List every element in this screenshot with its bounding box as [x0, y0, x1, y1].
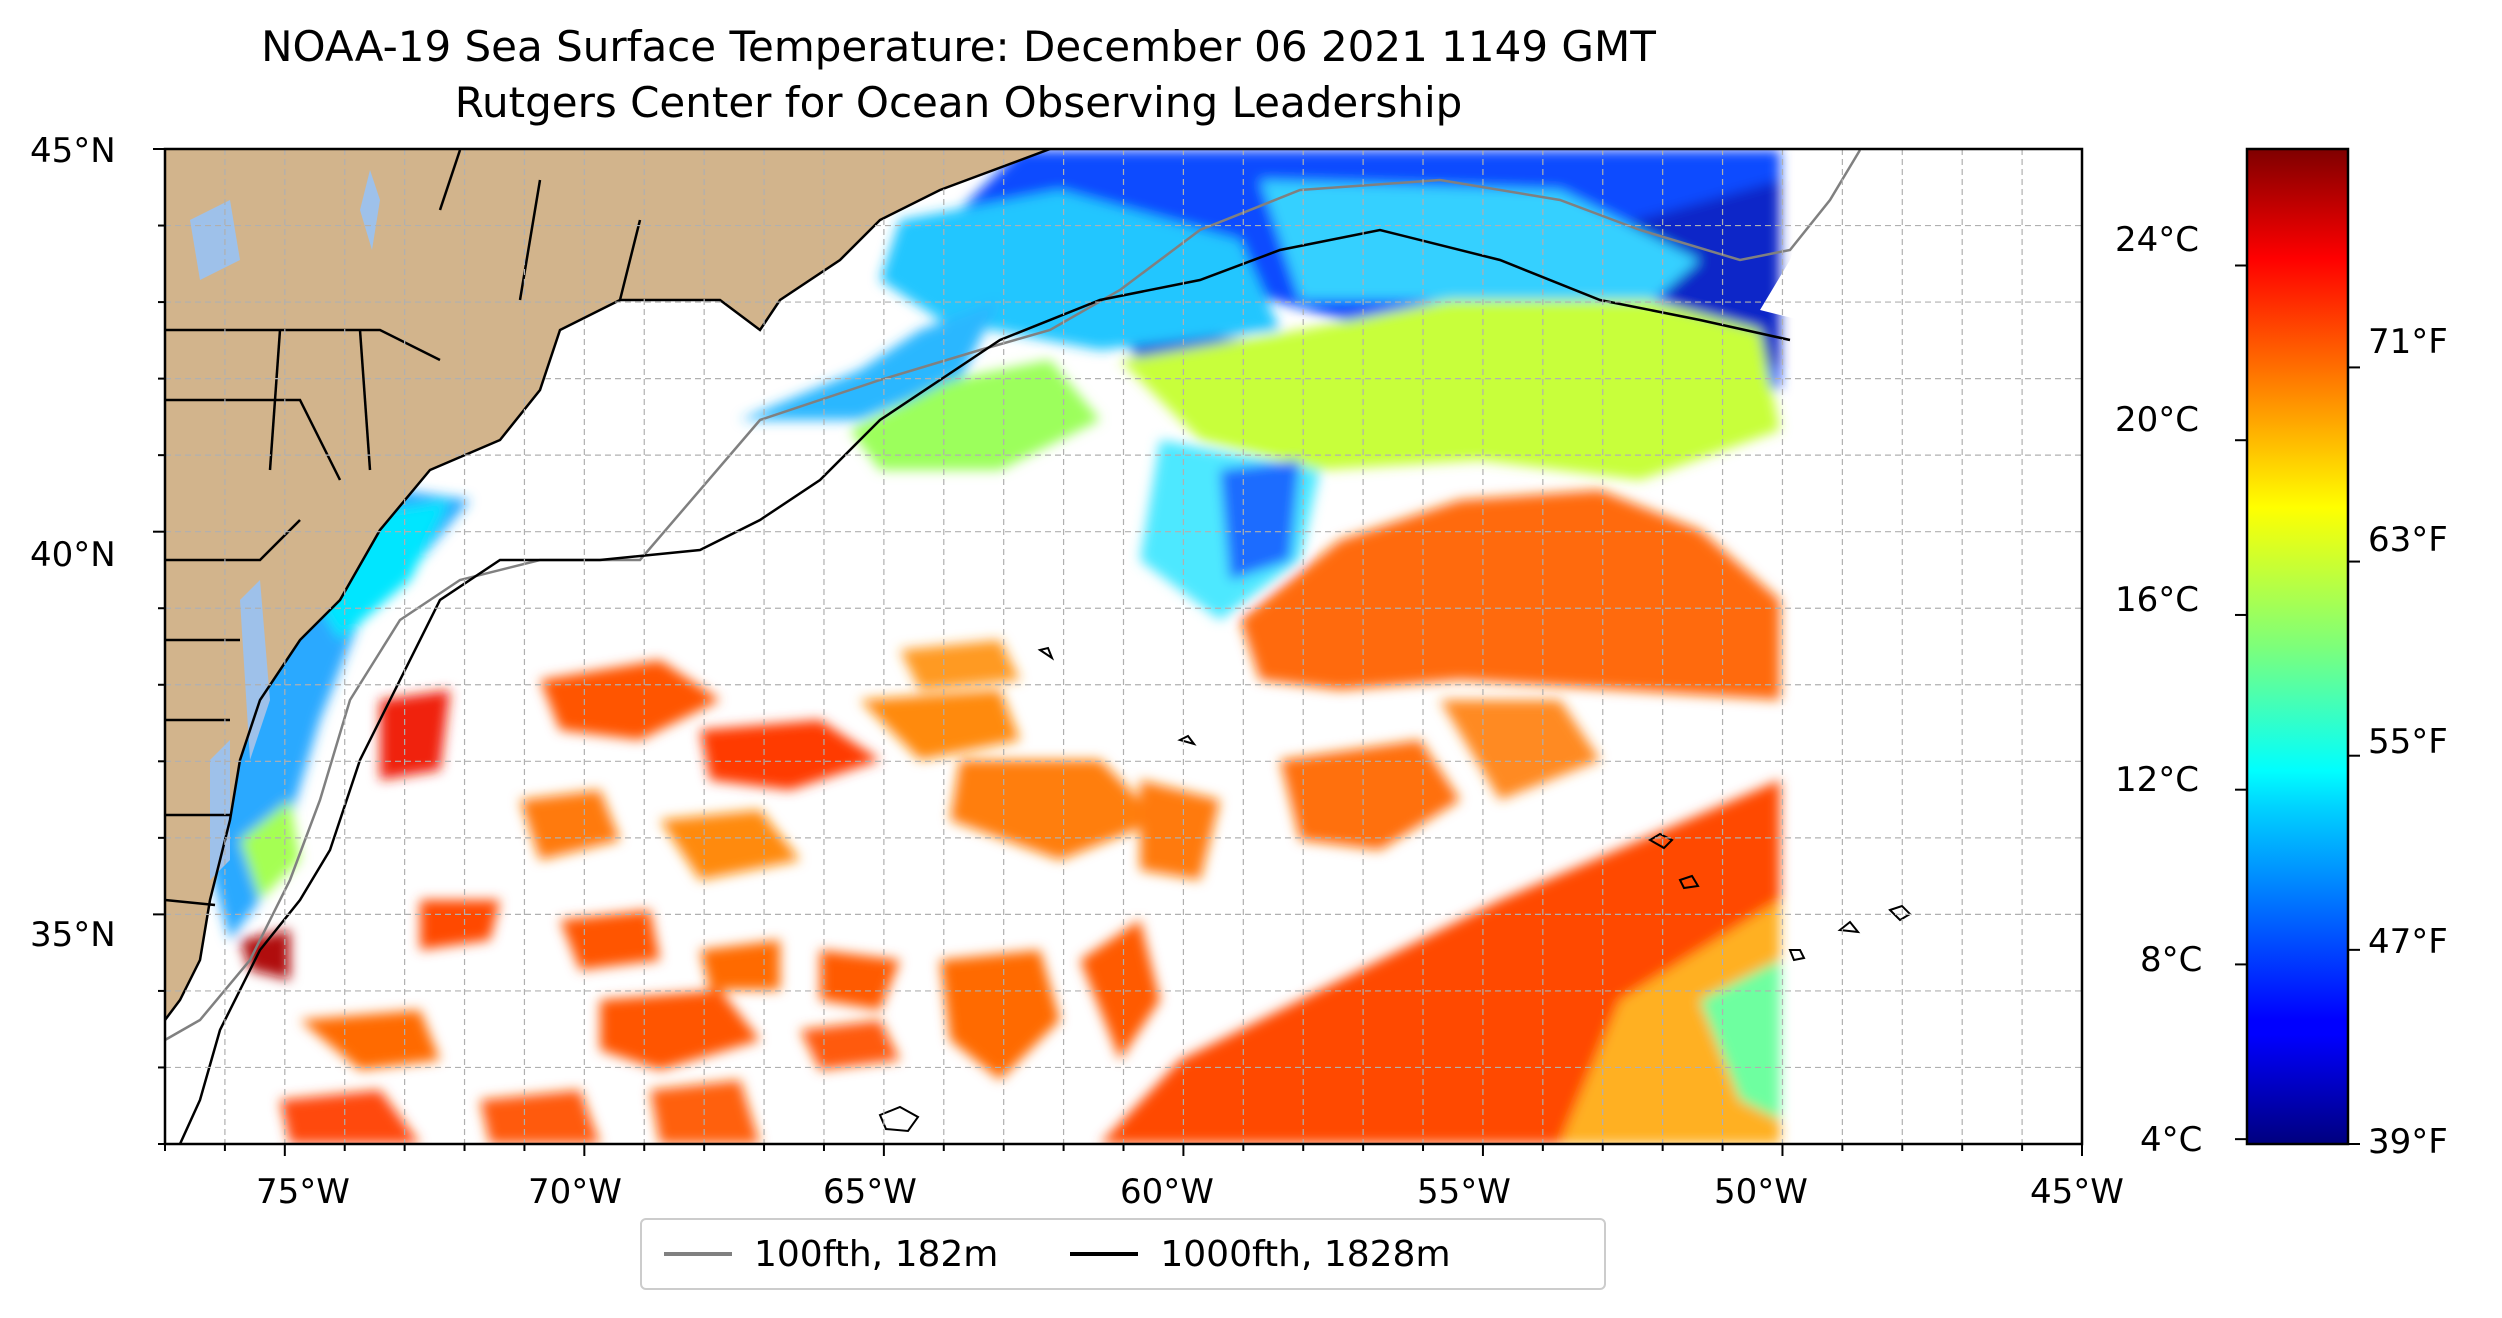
legend-line-black [1070, 1252, 1139, 1256]
legend-item-1000fth: 1000fth, 1828m [1070, 1233, 1451, 1275]
colorbar [2245, 147, 2350, 1146]
celsius-tick-label: 20°C [2115, 400, 2200, 440]
lon-tick-label: 45°W [2030, 1172, 2124, 1212]
legend-item-100fth: 100fth, 182m [664, 1234, 998, 1275]
lat-tick-label: 40°N [30, 535, 116, 575]
celsius-tick-label: 24°C [2115, 220, 2200, 260]
legend-line-gray [664, 1252, 732, 1256]
land-layer [165, 149, 1880, 1020]
isobath-legend: 100fth, 182m 1000fth, 1828m [640, 1218, 1606, 1290]
legend-label: 100fth, 182m [754, 1233, 999, 1275]
fahrenheit-tick-label: 47°F [2368, 922, 2448, 962]
isobath-1000fth [178, 228, 1791, 1144]
lon-tick-label: 65°W [823, 1172, 917, 1212]
lat-tick-label: 35°N [30, 915, 116, 955]
fahrenheit-tick-label: 63°F [2368, 520, 2448, 560]
sst-data-layer [180, 150, 1780, 1144]
lat-tick-label: 45°N [30, 131, 116, 171]
lon-tick-label: 75°W [256, 1172, 350, 1212]
grid-lines [165, 149, 2082, 1144]
lon-tick-label: 70°W [528, 1172, 622, 1212]
chart-title: NOAA-19 Sea Surface Temperature: Decembe… [261, 22, 1656, 71]
colorbar-ticks [2235, 264, 2360, 1145]
chart-subtitle: Rutgers Center for Ocean Observing Leade… [454, 78, 1463, 127]
fahrenheit-tick-label: 71°F [2368, 322, 2448, 362]
lon-tick-label: 60°W [1120, 1172, 1214, 1212]
fahrenheit-tick-label: 55°F [2368, 722, 2448, 762]
celsius-tick-label: 12°C [2115, 760, 2200, 800]
state-borders [165, 149, 642, 907]
axis-ticks [153, 148, 2083, 1156]
celsius-tick-label: 4°C [2140, 1120, 2203, 1160]
legend-label: 1000fth, 1828m [1160, 1233, 1451, 1275]
fahrenheit-tick-label: 39°F [2368, 1122, 2448, 1162]
lon-tick-label: 50°W [1714, 1172, 1808, 1212]
celsius-tick-label: 16°C [2115, 580, 2200, 620]
lon-tick-label: 55°W [1417, 1172, 1511, 1212]
isobath-100fth [165, 149, 1862, 1042]
celsius-tick-label: 8°C [2140, 940, 2203, 980]
